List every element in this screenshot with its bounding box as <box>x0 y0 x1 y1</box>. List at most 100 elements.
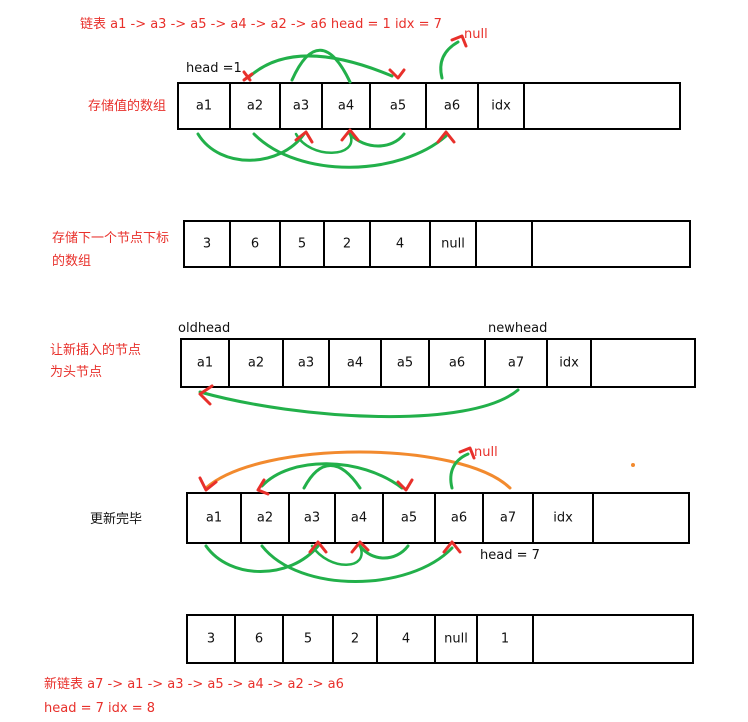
array-cell: a4 <box>330 340 382 386</box>
footer-label: head = 7 idx = 8 <box>44 701 156 716</box>
array-cell: a7 <box>484 494 534 542</box>
cell-value: 6 <box>250 236 260 252</box>
cell-value: 4 <box>401 631 411 647</box>
array-cell: a2 <box>231 84 281 128</box>
array-cell: a1 <box>182 340 230 386</box>
head-eq-7-label: head = 7 <box>480 548 540 563</box>
link-arrow <box>198 388 520 419</box>
array-cell: 3 <box>188 616 236 662</box>
head-eq-1-label: head =1 <box>186 61 242 76</box>
link-arrow <box>204 450 512 490</box>
array-cell: 2 <box>334 616 378 662</box>
cell-value: a2 <box>256 510 274 526</box>
array-cell: idx <box>479 84 525 128</box>
arrowhead <box>388 68 406 80</box>
cell-value: a1 <box>196 355 214 371</box>
array-cell: a2 <box>230 340 284 386</box>
array-cell: a5 <box>371 84 427 128</box>
array-cell: 3 <box>185 222 231 266</box>
title-linked-list: 链表 a1 -> a3 -> a5 -> a4 -> a2 -> a6 head… <box>80 17 442 32</box>
cell-value: a4 <box>350 510 368 526</box>
cell-value: 5 <box>303 631 313 647</box>
cell-value: a6 <box>450 510 468 526</box>
link-arrow <box>449 452 470 490</box>
cell-value: a7 <box>507 355 525 371</box>
array-cell <box>477 222 533 266</box>
label-insert-line2: 为头节点 <box>50 365 103 380</box>
newhead-label: newhead <box>488 321 548 336</box>
oldhead-label: oldhead <box>178 321 231 336</box>
null-label-top: null <box>464 27 488 42</box>
array-cell: 5 <box>281 222 325 266</box>
cell-value: 5 <box>297 236 307 252</box>
arrowhead <box>340 128 360 142</box>
new-list-label: 新链表 a7 -> a1 -> a3 -> a5 -> a4 -> a2 -> … <box>44 677 344 692</box>
link-arrow <box>439 40 460 80</box>
array-cell: a4 <box>336 494 384 542</box>
cell-value: null <box>444 631 468 647</box>
arrowhead <box>308 540 328 554</box>
array-cell: a3 <box>284 340 330 386</box>
array-cell: a5 <box>382 340 430 386</box>
values-array-row: a1 a2 a3 a4 a5 a6 idx <box>177 82 681 130</box>
cell-value: 2 <box>342 236 352 252</box>
array-cell: a7 <box>486 340 548 386</box>
cell-value: 4 <box>395 236 405 252</box>
array-cell: a1 <box>179 84 231 128</box>
link-arrow <box>260 544 454 583</box>
orange-dot <box>631 463 635 467</box>
array-cell: a5 <box>384 494 436 542</box>
cell-value: a3 <box>303 510 321 526</box>
cell-value: a5 <box>396 355 414 371</box>
label-insert-line1: 让新插入的节点 <box>50 343 142 358</box>
cell-value: a2 <box>246 98 264 114</box>
cell-value: a7 <box>499 510 517 526</box>
cell-value: null <box>441 236 465 252</box>
cell-value: a6 <box>448 355 466 371</box>
next-array-row-updated: 3 6 5 2 4 null 1 <box>186 614 694 664</box>
label-values-array: 存储值的数组 <box>88 99 167 114</box>
cell-value: a6 <box>443 98 461 114</box>
array-cell: 1 <box>478 616 534 662</box>
arrowhead <box>256 478 270 496</box>
link-arrow <box>290 48 352 84</box>
next-array-row: 3 6 5 2 4 null <box>183 220 691 268</box>
arrowhead <box>396 478 414 492</box>
values-array-row-updated: a1 a2 a3 a4 a5 a6 a7 idx <box>186 492 690 544</box>
array-cell: idx <box>534 494 594 542</box>
link-arrow <box>358 544 410 560</box>
array-cell: 6 <box>236 616 284 662</box>
array-cell: a3 <box>281 84 323 128</box>
array-cell: a6 <box>430 340 486 386</box>
arrowhead <box>198 476 218 492</box>
array-cell: a2 <box>242 494 290 542</box>
label-done: 更新完毕 <box>90 512 143 527</box>
arrowhead <box>242 70 254 82</box>
array-cell: 4 <box>371 222 431 266</box>
link-arrow <box>204 544 320 573</box>
array-cell: a6 <box>427 84 479 128</box>
values-array-row-insert: a1 a2 a3 a4 a5 a6 a7 idx <box>180 338 696 388</box>
cell-value: 3 <box>202 236 212 252</box>
cell-value: a3 <box>297 355 315 371</box>
cell-value: a4 <box>337 98 355 114</box>
cell-value: 6 <box>254 631 264 647</box>
cell-value: a3 <box>292 98 310 114</box>
array-cell: null <box>436 616 478 662</box>
cell-value: a1 <box>205 510 223 526</box>
cell-value: idx <box>491 98 511 114</box>
array-cell: 4 <box>378 616 436 662</box>
cell-value: a5 <box>389 98 407 114</box>
link-arrow <box>302 464 362 490</box>
arrowhead <box>442 540 462 554</box>
cell-value: 1 <box>500 631 510 647</box>
cell-value: a5 <box>400 510 418 526</box>
cell-value: 3 <box>206 631 216 647</box>
link-arrow <box>252 132 448 169</box>
label-next-array-line2: 的数组 <box>52 254 92 269</box>
array-cell: a6 <box>436 494 484 542</box>
arrowhead <box>350 540 370 554</box>
link-arrow <box>260 462 404 490</box>
array-cell: 6 <box>231 222 281 266</box>
array-cell: idx <box>548 340 592 386</box>
